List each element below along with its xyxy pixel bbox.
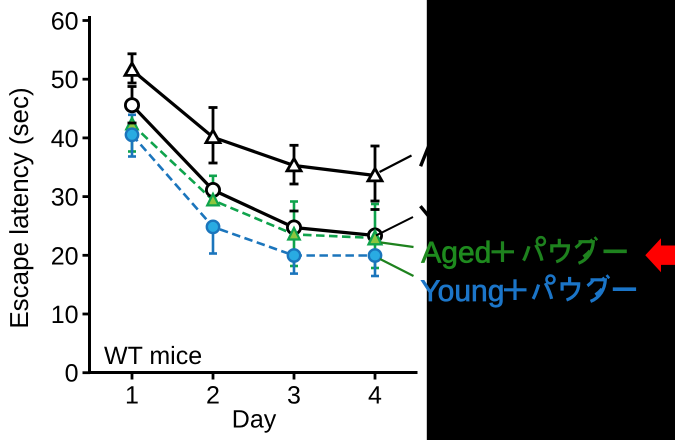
svg-text:60: 60 xyxy=(51,8,79,36)
svg-text:40: 40 xyxy=(51,125,79,153)
svg-text:20: 20 xyxy=(51,242,79,270)
svg-text:WT mice: WT mice xyxy=(104,342,202,370)
svg-text:1: 1 xyxy=(125,382,139,410)
svg-text:50: 50 xyxy=(51,66,79,94)
svg-text:10: 10 xyxy=(51,301,79,329)
svg-text:Young: Young xyxy=(420,275,504,308)
svg-text:3: 3 xyxy=(287,382,301,410)
svg-text:30: 30 xyxy=(51,184,79,212)
svg-text:Day: Day xyxy=(232,406,277,434)
svg-text:2: 2 xyxy=(206,382,220,410)
svg-text:Aged: Aged xyxy=(421,237,491,270)
svg-text:4: 4 xyxy=(368,382,382,410)
svg-text:0: 0 xyxy=(65,360,79,388)
svg-text:Escape latency (sec): Escape latency (sec) xyxy=(4,87,34,328)
